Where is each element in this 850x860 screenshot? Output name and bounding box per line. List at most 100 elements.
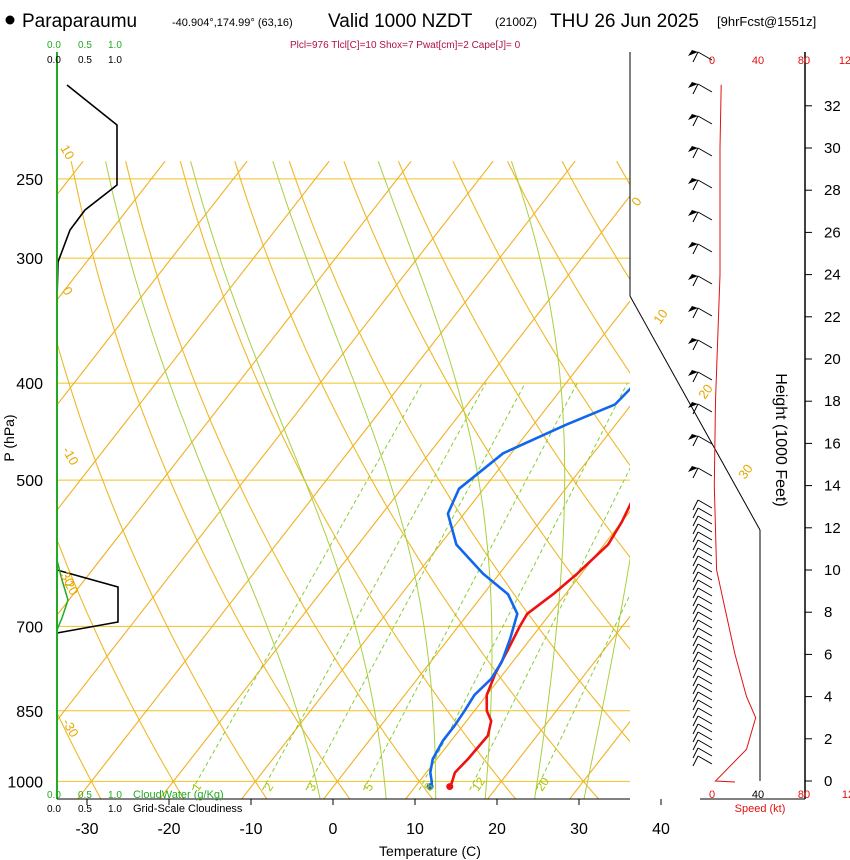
cloudwater-bottom-label-1: 0.5 [78,790,92,801]
isotherm-line [240,300,630,799]
wind-barb-feather [692,739,699,751]
wind-barb [692,571,713,583]
height-tick-label-24: 24 [824,267,841,284]
header-location: Paraparaumu [22,11,137,32]
wind-barb-feather [692,435,699,447]
x-tick-label-30: 30 [570,821,588,838]
x-tick-label--30: -30 [75,821,98,838]
height-tick-label-6: 6 [824,646,832,663]
cloudwater-legend: CloudWater (g/Kg) [133,789,224,801]
isotherm-line [57,160,330,511]
dry-adiabat [507,160,630,374]
wind-barb-staff [697,243,713,253]
height-tick-label-16: 16 [824,435,841,452]
wind-barb-staff [697,683,713,693]
wind-barb-staff [697,723,713,733]
wind-barb [692,723,713,735]
wind-barb [692,539,713,551]
y-tick-label-400: 400 [16,376,43,393]
speed-bottom-label-3: 12 [842,789,850,801]
wind-barb [692,531,713,543]
wind-barb-pennant [688,370,698,376]
wind-barb [692,555,713,567]
wind-barb-staff [697,179,713,189]
wind-barb-feather [692,675,699,687]
cloudiness-bottom-label-1: 0.5 [78,804,92,815]
header-date: THU 26 Jun 2025 [550,11,699,32]
header-utc: (2100Z) [495,15,537,29]
wind-barb-feather [692,275,699,287]
dry-adiabat [57,711,102,799]
dry-adiabat [288,161,630,743]
y-tick-label-250: 250 [16,172,43,189]
mixing-ratio-line [305,382,526,791]
isotherm-line [0,161,1,802]
wind-barb-feather [692,667,699,679]
wind-barb-pennant [688,178,698,184]
wind-barb-staff [697,675,713,685]
isotherm-label-2: 20 [695,381,716,401]
wind-barb-staff [697,635,713,645]
wind-barb-staff [697,715,713,725]
isotherm-line [158,195,630,799]
wind-barb-feather [692,755,699,767]
wind-barb [692,611,713,623]
wind-barb-staff [697,531,713,541]
wind-barb-feather [692,723,699,735]
wind-barb-staff [697,435,713,445]
wind-barb-pennant [688,114,698,120]
wind-barb [692,643,713,655]
wind-barb-feather [692,507,699,519]
wind-barb-feather [692,403,699,415]
dewpoint-series-line [428,387,630,787]
wind-barb-staff [697,115,713,125]
height-axis-title: Height (1000 Feet) [772,373,789,506]
wind-barb-pennant [688,274,698,280]
speed-top-label-40: 40 [752,55,764,67]
mixing-ratio-line [191,382,423,791]
wind-barb-staff [697,515,713,525]
wind-barb-feather [692,211,699,223]
isotherm-label-1: 10 [650,306,671,326]
wind-barb-pennant [688,402,698,408]
wind-barb-staff [697,499,713,509]
x-axis-title: Temperature (C) [379,843,481,859]
cloudiness-top-label-0: 0.0 [47,55,61,66]
wind-barb-feather [692,147,699,159]
wind-barb-feather [692,515,699,527]
wind-barb-feather [692,547,699,559]
temperature-surface-marker [446,783,454,791]
wind-barb-staff [697,739,713,749]
dry-adiabat [179,161,517,799]
wind-barb [692,563,713,575]
wind-barb-feather [692,627,699,639]
wind-barb-pennant [688,434,698,440]
wind-barb-feather [692,731,699,743]
isotherm-line [649,161,850,802]
speed-top-label-0: 0 [709,55,715,67]
wind-speed-line [713,84,757,783]
cloudwater-profile [56,559,69,631]
panel-boundary-line [629,295,761,531]
isotherm-line [57,160,166,301]
wind-barb-staff [697,651,713,661]
wind-barb [692,603,713,615]
cloudiness-top-label-1: 0.5 [78,55,92,66]
moist-adiabat [105,161,321,799]
cloudwater-bottom-label-0: 0.0 [47,790,61,801]
mixing-ratio-line [261,382,487,791]
wind-barb-staff [697,579,713,589]
wind-barb-feather [692,643,699,655]
wind-barb-staff [697,147,713,157]
wind-barb-feather [692,659,699,671]
wind-barb-staff [697,707,713,717]
dry-adiabat [452,160,630,467]
wind-barb-staff [697,555,713,565]
wind-barb [688,466,713,479]
wind-barb-staff [697,643,713,653]
wind-barb-staff [697,619,713,629]
wind-barb [692,731,713,743]
wind-barb-staff [697,699,713,709]
wind-barb-staff [697,83,713,93]
